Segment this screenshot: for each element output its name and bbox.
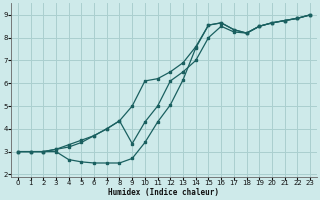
X-axis label: Humidex (Indice chaleur): Humidex (Indice chaleur) bbox=[108, 188, 220, 197]
